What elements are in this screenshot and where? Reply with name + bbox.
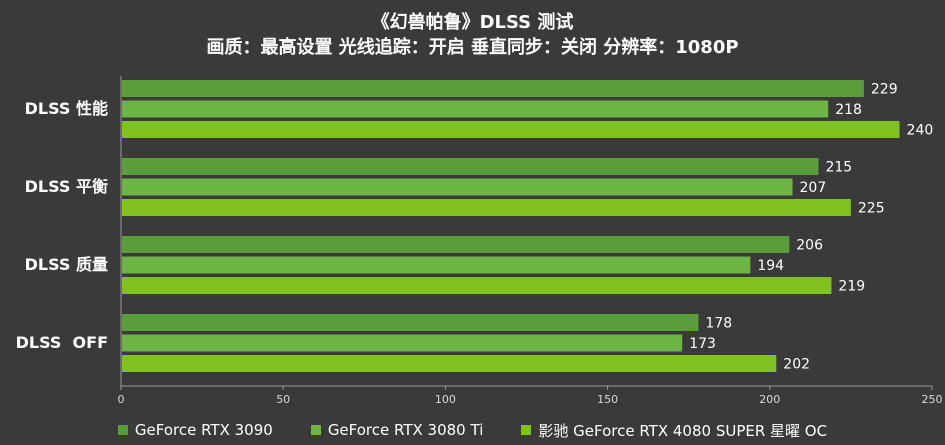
chart-subtitle: 画质：最高设置 光线追踪：开启 垂直同步：关闭 分辨率：1080P	[206, 37, 739, 58]
bar-value-label: 178	[705, 316, 732, 332]
x-tick-label: 200	[759, 393, 780, 406]
bar	[122, 178, 793, 196]
bar-value-label: 218	[835, 102, 862, 118]
x-tick-label: 50	[276, 393, 290, 406]
bar-value-label: 194	[757, 258, 784, 274]
bar	[122, 236, 790, 253]
x-tick-label: 100	[435, 393, 456, 406]
category-label: DLSS 性能	[25, 99, 108, 118]
bar	[122, 121, 900, 138]
chart-legend: GeForce RTX 3090 GeForce RTX 3080 Ti 影驰 …	[0, 418, 945, 442]
bar-value-label: 229	[871, 82, 898, 98]
bar-value-label: 215	[825, 160, 852, 176]
legend-item-rtx3090: GeForce RTX 3090	[117, 421, 273, 439]
x-tick-label: 0	[118, 393, 125, 406]
legend-item-rtx4080super: 影驰 GeForce RTX 4080 SUPER 星曜 OC	[521, 420, 827, 441]
bar-value-label: 202	[783, 357, 810, 373]
legend-swatch-rtx3080ti	[310, 425, 321, 435]
x-tick-label: 150	[597, 393, 618, 406]
bar	[122, 80, 864, 97]
category-label: DLSS 质量	[25, 255, 108, 274]
bar	[122, 199, 851, 216]
bar-value-label: 206	[796, 238, 823, 254]
bar	[122, 355, 777, 372]
category-label: DLSS 平衡	[25, 177, 108, 196]
bar-value-label: 225	[858, 201, 885, 217]
legend-swatch-rtx3090	[117, 425, 128, 435]
legend-item-rtx3080ti: GeForce RTX 3080 Ti	[310, 421, 484, 439]
bar-value-label: 173	[689, 336, 716, 352]
bar-value-label: 219	[838, 279, 865, 295]
bar	[122, 277, 832, 294]
bar	[122, 100, 829, 118]
x-tick-label: 250	[922, 393, 943, 406]
category-label: DLSS OFF	[16, 333, 108, 352]
bar-value-label: 240	[907, 123, 934, 139]
bar	[122, 158, 819, 175]
chart-title: 《幻兽帕鲁》DLSS 测试	[371, 12, 574, 33]
bar-value-label: 207	[800, 180, 827, 196]
legend-label-rtx4080super: 影驰 GeForce RTX 4080 SUPER 星曜 OC	[538, 421, 828, 440]
bar	[122, 256, 751, 274]
legend-label-rtx3080ti: GeForce RTX 3080 Ti	[327, 421, 484, 439]
legend-swatch-rtx4080super	[521, 425, 532, 435]
bar	[122, 314, 699, 331]
legend-label-rtx3090: GeForce RTX 3090	[134, 421, 273, 439]
bar	[122, 334, 683, 352]
